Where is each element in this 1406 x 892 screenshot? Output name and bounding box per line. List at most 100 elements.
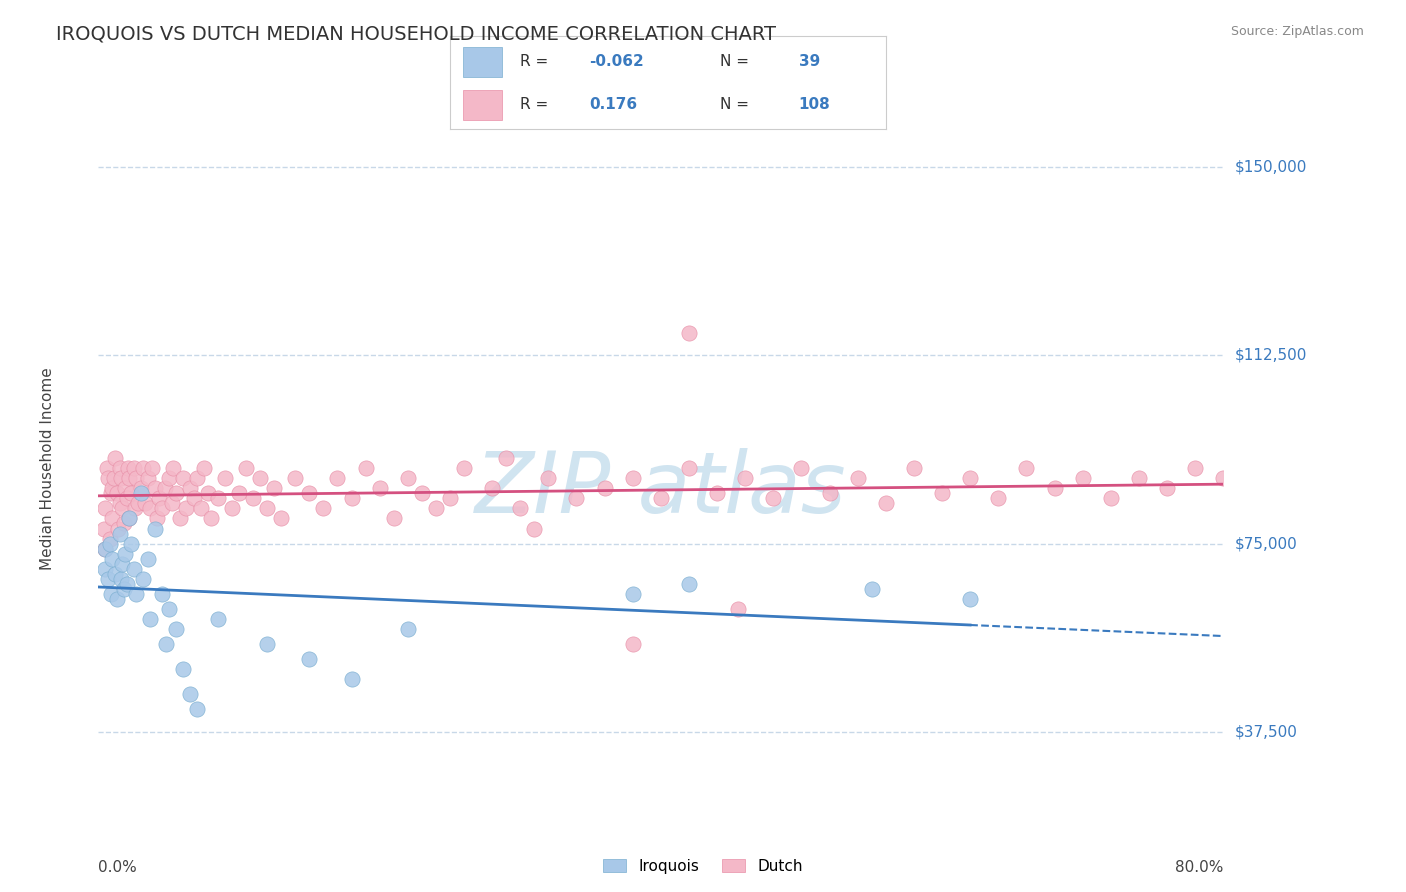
Point (108, 526, 131, 541)
Point (141, 461, 163, 475)
Point (1212, 471, 1234, 485)
Point (200, 511, 222, 525)
Text: IROQUOIS VS DUTCH MEDIAN HOUSEHOLD INCOME CORRELATION CHART: IROQUOIS VS DUTCH MEDIAN HOUSEHOLD INCOM… (56, 25, 776, 44)
Point (172, 471, 194, 485)
Point (101, 551, 124, 566)
Point (136, 551, 159, 566)
Point (1043, 481, 1066, 495)
Point (127, 496, 149, 510)
Text: N =: N = (720, 54, 749, 70)
Point (136, 471, 159, 485)
Point (118, 511, 141, 525)
Point (157, 601, 180, 615)
Point (122, 461, 145, 475)
Point (115, 576, 138, 591)
Point (903, 461, 925, 475)
Point (124, 501, 146, 516)
Point (114, 547, 136, 561)
Point (172, 662, 194, 676)
Text: N =: N = (720, 97, 749, 112)
Point (411, 486, 433, 500)
Point (621, 471, 644, 485)
Point (270, 511, 292, 525)
Point (193, 461, 215, 475)
Point (706, 486, 728, 500)
Point (107, 521, 129, 535)
Point (105, 486, 128, 500)
Point (114, 481, 136, 495)
Point (111, 501, 134, 516)
Point (537, 471, 560, 485)
Point (650, 491, 672, 506)
Point (298, 486, 321, 500)
Point (165, 622, 187, 636)
Text: $150,000: $150,000 (1234, 160, 1306, 175)
Point (818, 486, 841, 500)
Point (987, 491, 1010, 506)
Point (103, 471, 125, 485)
Point (1071, 471, 1094, 485)
Point (97, 572, 120, 586)
Point (118, 471, 141, 485)
Point (101, 481, 124, 495)
Point (94, 562, 117, 576)
Point (495, 451, 517, 466)
Point (481, 481, 503, 495)
Point (93, 521, 115, 535)
Point (125, 587, 148, 601)
Point (396, 622, 419, 636)
Point (1099, 491, 1122, 506)
Point (98, 536, 121, 550)
Point (186, 471, 208, 485)
Point (112, 582, 135, 596)
Point (368, 481, 391, 495)
Point (235, 461, 257, 475)
Point (129, 481, 152, 495)
Text: R =: R = (520, 54, 548, 70)
Point (169, 511, 191, 525)
Point (110, 572, 132, 586)
Point (120, 486, 142, 500)
Point (425, 501, 447, 516)
Point (186, 702, 208, 716)
Point (256, 501, 278, 516)
Point (100, 587, 122, 601)
Legend: Iroquois, Dutch: Iroquois, Dutch (598, 853, 808, 880)
Point (228, 486, 250, 500)
Point (439, 491, 461, 506)
Point (734, 471, 756, 485)
Point (354, 461, 377, 475)
Point (125, 471, 148, 485)
Point (382, 511, 405, 525)
Point (98, 532, 121, 546)
Bar (463, 90, 502, 120)
Text: 0.0%: 0.0% (98, 860, 138, 875)
Text: ZIP atlas: ZIP atlas (475, 449, 846, 532)
Point (1015, 461, 1038, 475)
Point (160, 496, 183, 510)
Point (118, 511, 141, 525)
Point (115, 491, 138, 506)
Text: -0.062: -0.062 (589, 54, 644, 70)
Point (523, 521, 546, 535)
Point (183, 491, 205, 506)
Point (101, 511, 124, 525)
Point (284, 471, 307, 485)
Point (678, 461, 700, 475)
Point (117, 461, 139, 475)
Point (242, 491, 264, 506)
Point (340, 491, 363, 506)
Point (207, 491, 229, 506)
Point (96, 461, 118, 475)
Point (727, 601, 749, 615)
Text: $37,500: $37,500 (1234, 724, 1298, 739)
Point (179, 481, 201, 495)
Point (146, 511, 169, 525)
Point (959, 591, 981, 606)
Point (312, 501, 335, 516)
Point (150, 587, 173, 601)
Text: R =: R = (520, 97, 548, 112)
Point (509, 501, 531, 516)
Point (174, 501, 197, 516)
Point (165, 486, 187, 500)
